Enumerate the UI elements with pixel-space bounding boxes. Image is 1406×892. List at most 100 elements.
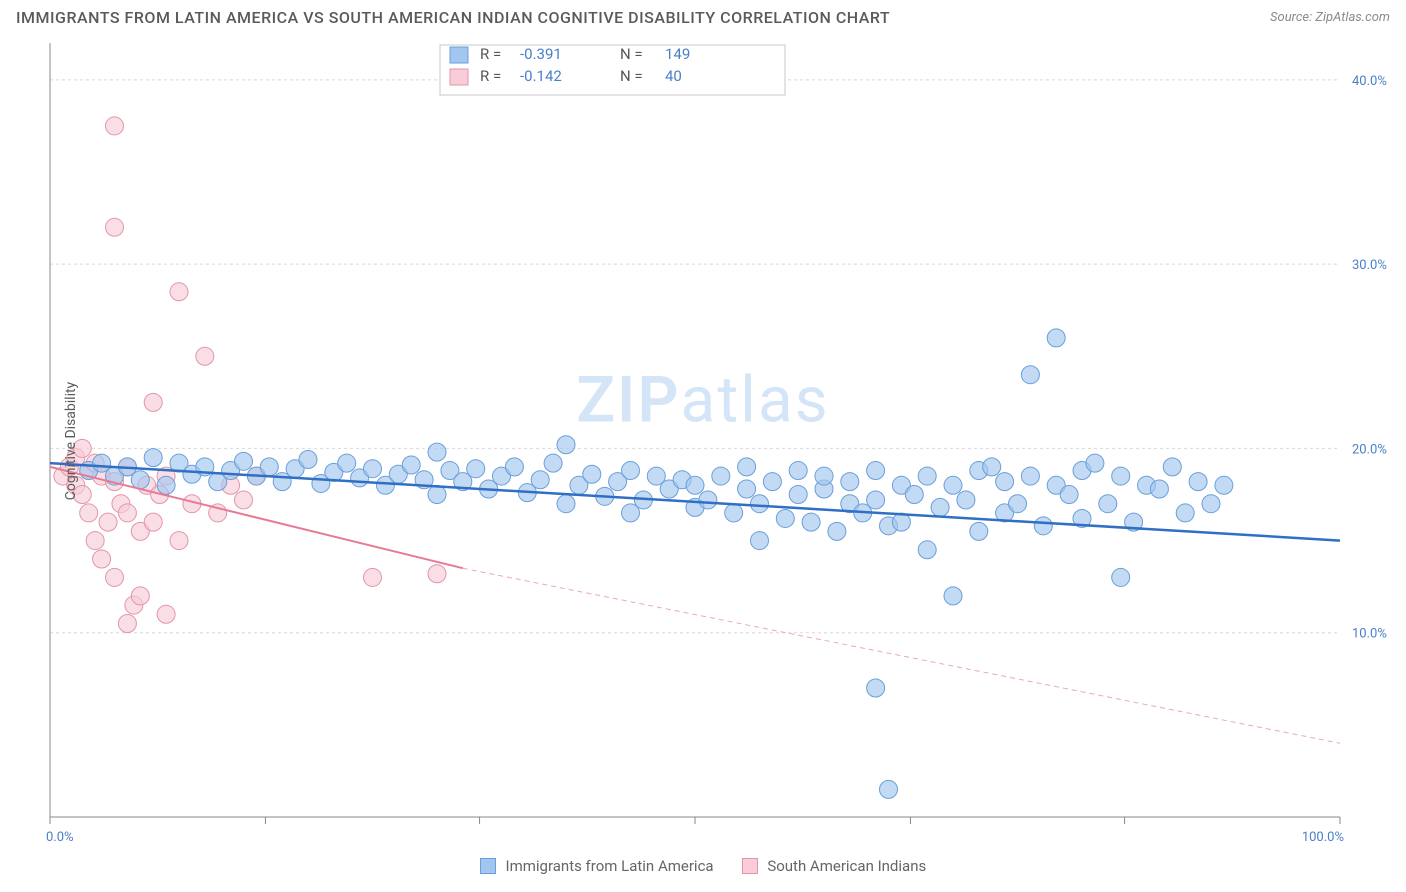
data-point-blue bbox=[918, 541, 936, 559]
data-point-blue bbox=[583, 465, 601, 483]
data-point-blue bbox=[505, 458, 523, 476]
y-tick-label: 40.0% bbox=[1352, 74, 1387, 89]
data-point-blue bbox=[1021, 366, 1039, 384]
stats-swatch-blue bbox=[450, 47, 468, 63]
data-point-blue bbox=[867, 491, 885, 509]
data-point-blue bbox=[944, 587, 962, 605]
data-point-blue bbox=[1060, 486, 1078, 504]
data-point-blue bbox=[815, 467, 833, 485]
data-point-blue bbox=[557, 495, 575, 513]
data-point-blue bbox=[880, 780, 898, 798]
legend-item-pink: South American Indians bbox=[742, 857, 927, 875]
data-point-pink bbox=[131, 587, 149, 605]
y-tick-label: 30.0% bbox=[1352, 258, 1387, 273]
data-point-blue bbox=[402, 456, 420, 474]
stats-swatch-pink bbox=[450, 69, 468, 85]
trend-line-pink-dash bbox=[463, 568, 1340, 743]
data-point-blue bbox=[970, 522, 988, 540]
data-point-pink bbox=[118, 615, 136, 633]
data-point-blue bbox=[1047, 329, 1065, 347]
legend-item-blue: Immigrants from Latin America bbox=[480, 857, 714, 875]
data-point-blue bbox=[867, 679, 885, 697]
data-point-blue bbox=[996, 473, 1014, 491]
data-point-blue bbox=[1034, 517, 1052, 535]
y-tick-label: 20.0% bbox=[1352, 442, 1387, 457]
data-point-pink bbox=[86, 532, 104, 550]
data-point-blue bbox=[751, 532, 769, 550]
chart-source: Source: ZipAtlas.com bbox=[1270, 10, 1390, 25]
data-point-blue bbox=[299, 450, 317, 468]
data-point-pink bbox=[196, 347, 214, 365]
data-point-blue bbox=[957, 491, 975, 509]
data-point-blue bbox=[867, 462, 885, 480]
data-point-blue bbox=[983, 458, 1001, 476]
data-point-pink bbox=[99, 513, 117, 531]
data-point-blue bbox=[1202, 495, 1220, 513]
data-point-blue bbox=[1150, 480, 1168, 498]
data-point-blue bbox=[428, 486, 446, 504]
y-tick-label: 10.0% bbox=[1352, 627, 1387, 642]
data-point-blue bbox=[1163, 458, 1181, 476]
stats-r-label: R = bbox=[480, 45, 501, 63]
data-point-blue bbox=[789, 486, 807, 504]
scatter-chart: 10.0% 20.0% 30.0% 40.0% 0.0% 100.0% R = -0.391 N… bbox=[0, 31, 1406, 851]
legend-label-pink: South American Indians bbox=[767, 857, 926, 875]
legend-label-blue: Immigrants from Latin America bbox=[506, 857, 714, 875]
stats-r-value: -0.391 bbox=[520, 45, 562, 63]
data-point-pink bbox=[428, 565, 446, 583]
data-point-blue bbox=[725, 504, 743, 522]
data-point-blue bbox=[918, 467, 936, 485]
data-point-blue bbox=[1112, 568, 1130, 586]
data-point-blue bbox=[131, 471, 149, 489]
data-point-blue bbox=[789, 462, 807, 480]
data-point-blue bbox=[738, 458, 756, 476]
stats-n-label: N = bbox=[620, 67, 643, 85]
stats-n-label: N = bbox=[620, 45, 643, 63]
data-point-pink bbox=[93, 550, 111, 568]
data-point-blue bbox=[531, 471, 549, 489]
data-point-blue bbox=[1086, 454, 1104, 472]
data-point-blue bbox=[686, 476, 704, 494]
data-point-blue bbox=[1215, 476, 1233, 494]
stats-r-value: -0.142 bbox=[520, 67, 562, 85]
data-point-pink bbox=[170, 283, 188, 301]
data-point-blue bbox=[144, 449, 162, 467]
x-tick-label-right: 100.0% bbox=[1302, 830, 1344, 845]
data-point-blue bbox=[260, 458, 278, 476]
data-point-blue bbox=[1099, 495, 1117, 513]
data-point-blue bbox=[338, 454, 356, 472]
y-axis-label: Cognitive Disability bbox=[63, 382, 79, 500]
data-point-blue bbox=[467, 460, 485, 478]
data-point-blue bbox=[1189, 473, 1207, 491]
data-point-blue bbox=[1021, 467, 1039, 485]
data-point-blue bbox=[712, 467, 730, 485]
stats-r-label: R = bbox=[480, 67, 501, 85]
data-point-blue bbox=[776, 509, 794, 527]
data-point-blue bbox=[544, 454, 562, 472]
data-point-pink bbox=[106, 117, 124, 135]
data-point-blue bbox=[699, 491, 717, 509]
bottom-legend: Immigrants from Latin America South Amer… bbox=[0, 851, 1406, 875]
data-point-blue bbox=[738, 480, 756, 498]
data-point-blue bbox=[841, 473, 859, 491]
stats-n-value: 40 bbox=[665, 67, 682, 85]
data-point-blue bbox=[751, 495, 769, 513]
data-point-pink bbox=[157, 605, 175, 623]
data-point-blue bbox=[1009, 495, 1027, 513]
data-point-blue bbox=[157, 476, 175, 494]
data-point-blue bbox=[235, 452, 253, 470]
data-point-blue bbox=[763, 473, 781, 491]
chart-area: Cognitive Disability ZIPatlas 10.0%20.0%… bbox=[0, 31, 1406, 851]
chart-title: IMMIGRANTS FROM LATIN AMERICA VS SOUTH A… bbox=[16, 8, 890, 27]
data-point-blue bbox=[828, 522, 846, 540]
data-point-pink bbox=[364, 568, 382, 586]
x-tick-label-left: 0.0% bbox=[46, 830, 74, 845]
stats-n-value: 149 bbox=[665, 45, 690, 63]
data-point-pink bbox=[144, 393, 162, 411]
data-point-pink bbox=[235, 491, 253, 509]
data-point-pink bbox=[106, 218, 124, 236]
data-point-blue bbox=[802, 513, 820, 531]
data-point-pink bbox=[80, 504, 98, 522]
data-point-blue bbox=[622, 462, 640, 480]
data-point-blue bbox=[905, 486, 923, 504]
